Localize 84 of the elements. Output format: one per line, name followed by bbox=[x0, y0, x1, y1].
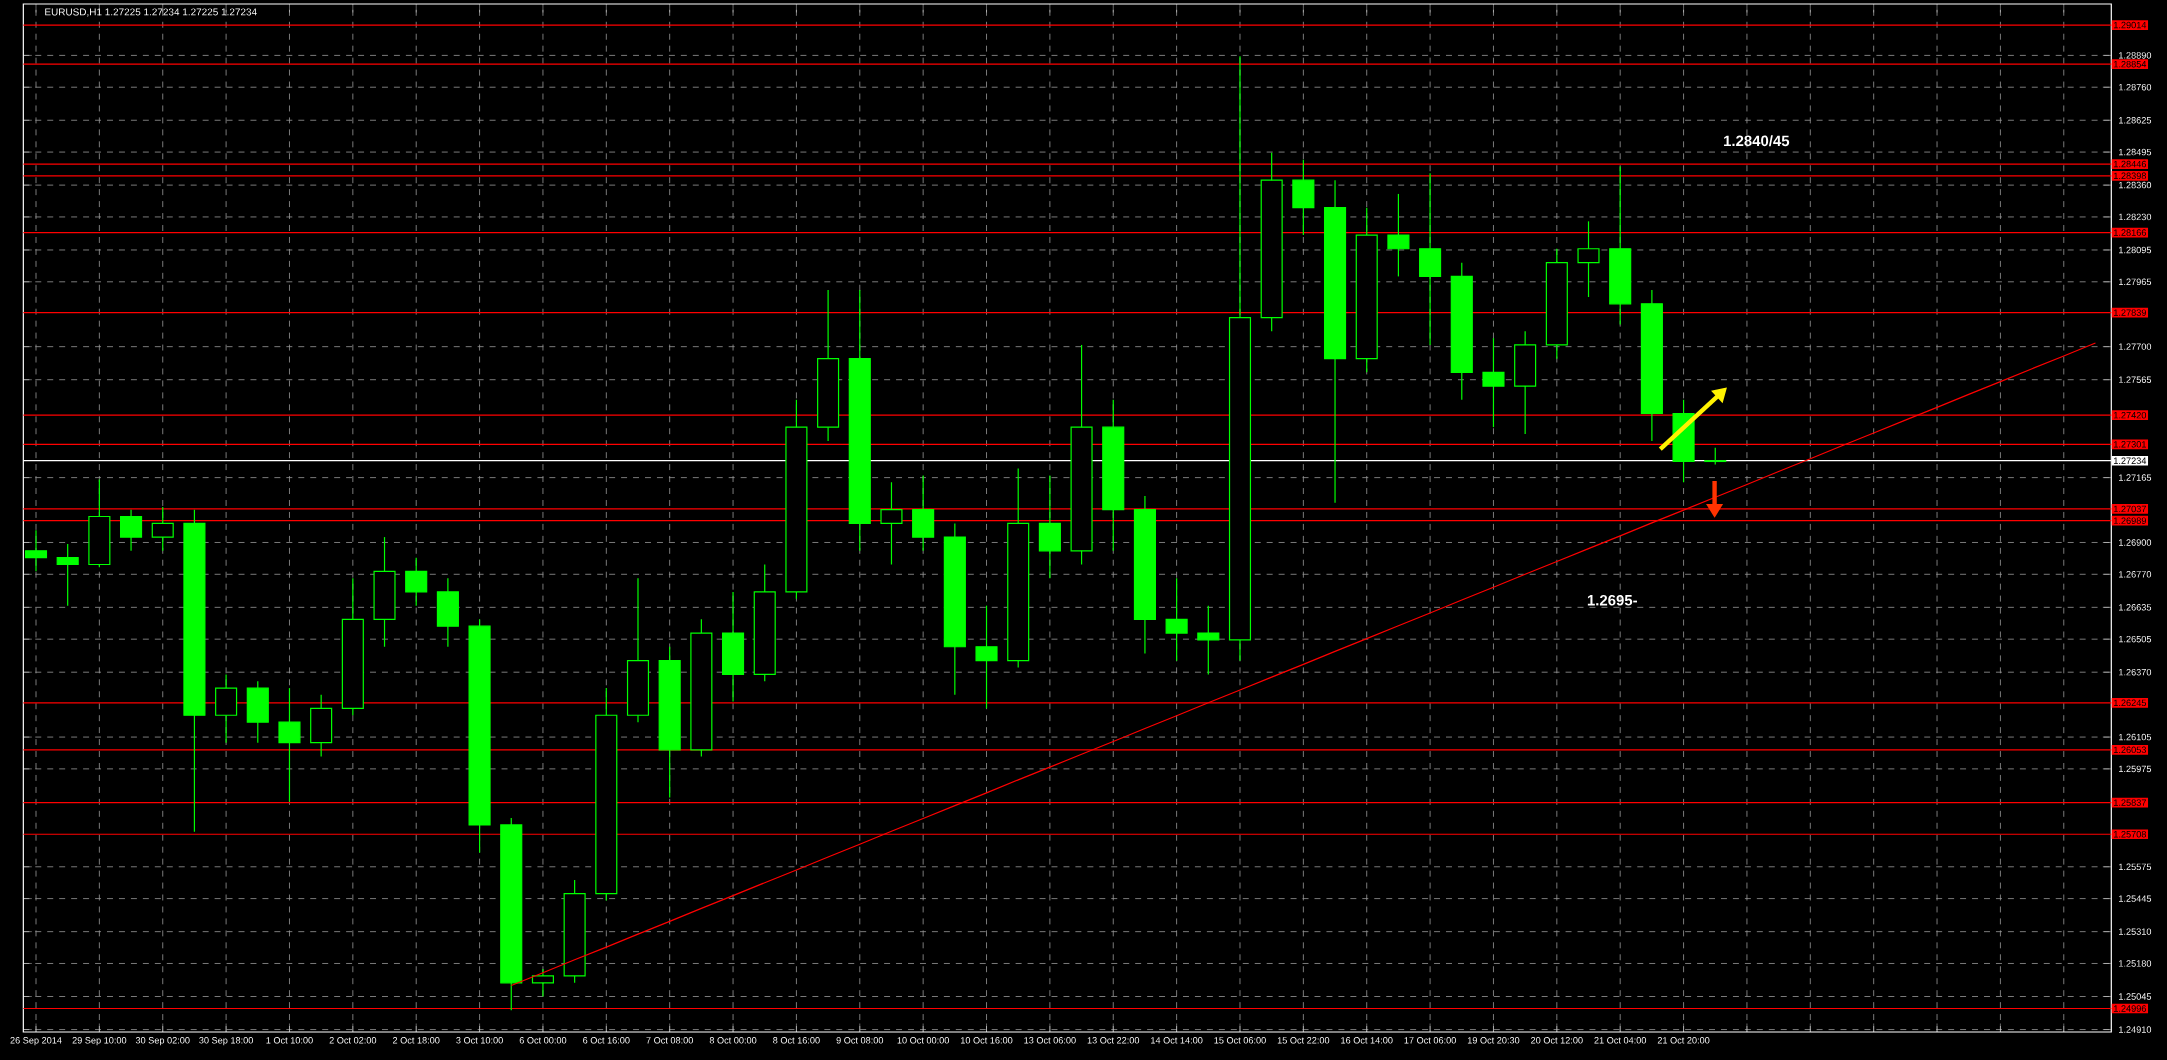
candlestick bbox=[24, 529, 48, 572]
x-tick-label: 15 Oct 06:00 bbox=[1214, 1037, 1266, 1044]
ref-line-label: 1.26053 bbox=[2113, 746, 2147, 754]
x-tick-label: 7 Oct 08:00 bbox=[646, 1037, 694, 1044]
x-tick-label: 15 Oct 22:00 bbox=[1277, 1037, 1330, 1044]
y-tick-label: 1.25180 bbox=[2119, 960, 2152, 967]
x-tick-label: 21 Oct 20:00 bbox=[1657, 1037, 1710, 1044]
ref-line-label: 1.26989 bbox=[2113, 517, 2146, 524]
y-tick-label: 1.28625 bbox=[2119, 117, 2152, 124]
chart-title: EURUSD,H1 1.27225 1.27234 1.27225 1.27234 bbox=[45, 8, 257, 17]
y-tick-label: 1.26635 bbox=[2119, 604, 2152, 611]
ref-line-label: 1.25837 bbox=[2113, 799, 2146, 806]
y-tick-label: 1.25575 bbox=[2119, 863, 2152, 871]
x-tick-label: 2 Oct 02:00 bbox=[329, 1037, 377, 1044]
x-tick-label: 20 Oct 12:00 bbox=[1531, 1037, 1583, 1044]
candlestick bbox=[1165, 577, 1188, 662]
y-tick-label: 1.24910 bbox=[2119, 1026, 2152, 1033]
y-tick-label: 1.28360 bbox=[2119, 181, 2152, 189]
x-tick-label: 9 Oct 08:00 bbox=[836, 1037, 884, 1044]
x-tick-label: 10 Oct 00:00 bbox=[897, 1037, 950, 1044]
candlestick bbox=[405, 557, 428, 607]
y-tick-label: 1.28890 bbox=[2119, 52, 2152, 59]
y-tick-label: 1.27700 bbox=[2119, 343, 2152, 350]
ref-line-label: 1.28398 bbox=[2113, 172, 2147, 180]
y-tick-label: 1.27965 bbox=[2119, 278, 2152, 286]
x-tick-label: 8 Oct 00:00 bbox=[709, 1037, 757, 1044]
y-tick-label: 1.28495 bbox=[2119, 148, 2152, 156]
x-tick-label: 29 Sep 10:00 bbox=[72, 1037, 127, 1046]
x-tick-label: 2 Oct 18:00 bbox=[392, 1037, 440, 1044]
x-tick-label: 21 Oct 04:00 bbox=[1594, 1037, 1647, 1044]
x-tick-label: 30 Sep 18:00 bbox=[199, 1037, 254, 1046]
ref-line-label: 1.26245 bbox=[2113, 699, 2147, 707]
y-tick-label: 1.25445 bbox=[2119, 895, 2152, 902]
ref-line-label: 1.27839 bbox=[2113, 309, 2146, 316]
candlestick bbox=[531, 968, 554, 998]
candlestick bbox=[151, 506, 174, 552]
candlestick bbox=[119, 509, 143, 552]
ref-line-label: 1.27301 bbox=[2113, 441, 2146, 448]
y-tick-label: 1.28760 bbox=[2119, 83, 2152, 91]
ref-line-label: 1.24996 bbox=[2113, 1005, 2147, 1012]
x-tick-label: 3 Oct 10:00 bbox=[456, 1037, 503, 1044]
y-tick-label: 1.25045 bbox=[2119, 993, 2152, 1000]
annotation: 1.2695- bbox=[1587, 594, 1638, 606]
x-tick-label: 10 Oct 16:00 bbox=[960, 1037, 1013, 1044]
ref-line-label: 1.28854 bbox=[2113, 60, 2147, 68]
x-tick-label: 13 Oct 06:00 bbox=[1024, 1037, 1076, 1044]
x-tick-label: 13 Oct 22:00 bbox=[1087, 1037, 1140, 1044]
y-tick-label: 1.25975 bbox=[2119, 765, 2152, 773]
y-tick-label: 1.26900 bbox=[2119, 539, 2152, 546]
candlestick bbox=[1482, 337, 1505, 428]
ref-line-label: 1.29014 bbox=[2113, 21, 2147, 29]
candlestick bbox=[1577, 220, 1600, 298]
x-tick-label: 6 Oct 00:00 bbox=[519, 1037, 567, 1044]
candlestick bbox=[1197, 605, 1220, 675]
y-tick-label: 1.27165 bbox=[2119, 474, 2152, 481]
x-tick-label: 14 Oct 14:00 bbox=[1151, 1037, 1203, 1044]
x-tick-label: 17 Oct 06:00 bbox=[1404, 1037, 1456, 1044]
y-tick-label: 1.28230 bbox=[2119, 213, 2152, 221]
x-tick-label: 19 Oct 20:30 bbox=[1467, 1037, 1520, 1044]
x-tick-label: 8 Oct 16:00 bbox=[773, 1037, 820, 1044]
x-tick-label: 1 Oct 10:00 bbox=[266, 1037, 313, 1044]
y-tick-label: 1.26505 bbox=[2119, 635, 2152, 643]
y-tick-label: 1.28095 bbox=[2119, 246, 2152, 254]
y-tick-label: 1.26770 bbox=[2119, 571, 2152, 578]
candlestick bbox=[975, 605, 998, 710]
x-tick-label: 16 Oct 14:00 bbox=[1341, 1037, 1393, 1044]
ref-line-label: 1.27234 bbox=[2113, 457, 2147, 464]
ref-line-label: 1.25708 bbox=[2113, 830, 2147, 838]
candlestick bbox=[278, 687, 301, 803]
y-tick-label: 1.26370 bbox=[2119, 668, 2152, 676]
x-tick-label: 30 Sep 02:00 bbox=[135, 1037, 190, 1046]
y-tick-label: 1.27565 bbox=[2119, 376, 2152, 383]
candlestick bbox=[1387, 193, 1410, 278]
candlestick bbox=[56, 543, 79, 607]
y-tick-label: 1.25310 bbox=[2119, 928, 2152, 935]
x-tick-label: 6 Oct 16:00 bbox=[583, 1037, 630, 1044]
candlestick bbox=[880, 481, 903, 566]
x-tick-label: 26 Sep 2014 bbox=[10, 1037, 62, 1046]
annotation: 1.2840/45 bbox=[1724, 135, 1790, 147]
ref-line-label: 1.27037 bbox=[2113, 505, 2146, 513]
ref-line-label: 1.28446 bbox=[2113, 160, 2147, 168]
ref-line-label: 1.28166 bbox=[2113, 229, 2147, 236]
ref-line-label: 1.27420 bbox=[2113, 411, 2147, 419]
y-tick-label: 1.26105 bbox=[2119, 733, 2152, 741]
